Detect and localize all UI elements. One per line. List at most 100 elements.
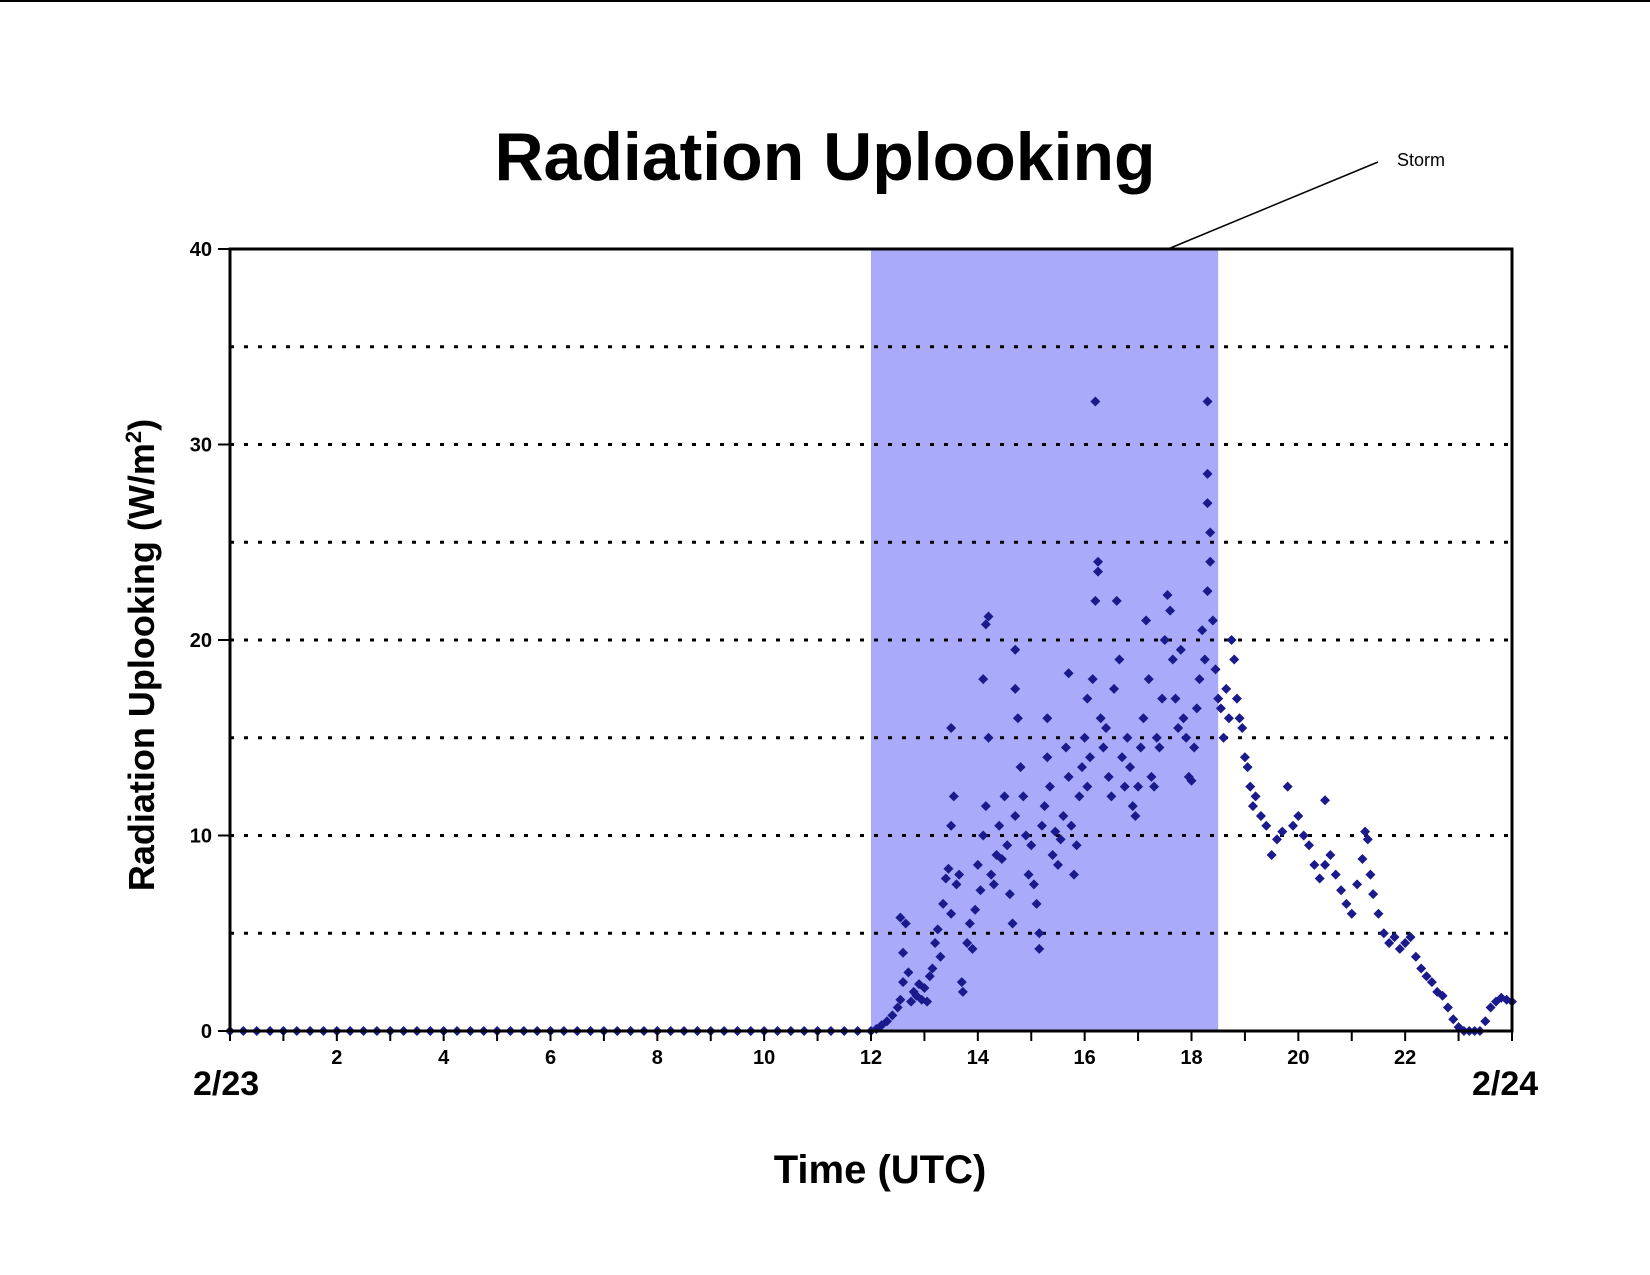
- data-point: [1165, 605, 1176, 616]
- data-point: [1309, 859, 1320, 870]
- data-point: [1437, 990, 1448, 1001]
- data-point: [1034, 943, 1045, 954]
- y-axis-label: Radiation Uplooking (W/m2): [121, 419, 163, 891]
- data-point: [940, 873, 951, 884]
- data-point: [1410, 951, 1421, 962]
- data-point: [1106, 791, 1117, 802]
- data-point: [898, 977, 909, 988]
- data-point: [1020, 830, 1031, 841]
- data-point: [1266, 850, 1277, 861]
- data-point: [946, 908, 957, 919]
- data-point: [1368, 889, 1379, 900]
- chart-title: Radiation Uplooking: [494, 119, 1156, 195]
- data-point: [895, 912, 906, 923]
- data-point: [887, 1010, 898, 1021]
- data-point: [1039, 801, 1050, 812]
- data-point: [932, 924, 943, 935]
- data-point: [1026, 840, 1037, 851]
- y-tick-label: 30: [190, 435, 212, 457]
- data-point: [975, 885, 986, 896]
- data-point: [1237, 722, 1248, 733]
- data-point: [1480, 1016, 1491, 1027]
- data-point: [1002, 840, 1013, 851]
- data-point: [957, 986, 968, 997]
- data-point: [1304, 840, 1315, 851]
- data-point: [1271, 834, 1282, 845]
- date-end-label: 2/24: [1472, 1065, 1539, 1103]
- data-point: [1074, 791, 1085, 802]
- data-point: [1298, 830, 1309, 841]
- data-point: [1149, 781, 1160, 792]
- data-point: [1421, 971, 1432, 982]
- data-point: [1384, 938, 1395, 949]
- data-point: [1416, 963, 1427, 974]
- data-point: [1485, 1002, 1496, 1013]
- data-point: [1130, 810, 1141, 821]
- data-point: [1173, 722, 1184, 733]
- data-point: [1119, 781, 1130, 792]
- data-point: [1346, 908, 1357, 919]
- data-point: [1087, 674, 1098, 685]
- data-point: [1178, 713, 1189, 724]
- x-tick-label: 14: [967, 1047, 990, 1069]
- data-point: [1159, 635, 1170, 645]
- x-tick-label: 4: [438, 1047, 450, 1069]
- data-point: [1076, 762, 1087, 773]
- data-point: [1218, 732, 1229, 743]
- data-point: [1448, 1014, 1459, 1025]
- data-point: [924, 971, 935, 982]
- data-point: [1090, 396, 1101, 407]
- data-point: [1320, 795, 1331, 806]
- y-tick-label: 40: [190, 239, 212, 261]
- gridlines: [230, 345, 1512, 935]
- data-point: [1034, 928, 1045, 939]
- data-point: [1202, 498, 1213, 509]
- data-point: [1378, 928, 1389, 939]
- data-point: [986, 869, 997, 880]
- data-point: [1330, 869, 1341, 880]
- data-point: [1095, 713, 1106, 724]
- data-point: [1141, 615, 1152, 626]
- storm-annotation: Storm: [1397, 150, 1446, 170]
- data-point: [1085, 752, 1096, 763]
- data-point: [1109, 683, 1120, 694]
- data-point: [903, 967, 914, 978]
- x-tick-label: 8: [652, 1047, 663, 1069]
- data-point: [1146, 771, 1157, 782]
- data-point: [1066, 820, 1077, 831]
- data-point: [1261, 820, 1272, 831]
- data-point: [1093, 556, 1104, 567]
- data-point: [1151, 732, 1162, 743]
- y-tick-label: 0: [201, 1021, 212, 1043]
- data-point: [1325, 850, 1336, 861]
- data-point: [1255, 810, 1266, 821]
- data-point: [1135, 742, 1146, 753]
- data-point: [1442, 1002, 1453, 1013]
- data-point: [1044, 781, 1055, 792]
- data-point: [1023, 869, 1034, 880]
- data-point: [1154, 742, 1165, 753]
- data-point: [946, 820, 957, 831]
- data-point: [980, 619, 991, 630]
- data-point: [1004, 889, 1015, 900]
- data-point: [1175, 644, 1186, 655]
- data-point: [1047, 850, 1058, 861]
- data-point: [1082, 781, 1093, 792]
- data-point: [954, 869, 965, 880]
- data-point: [1239, 752, 1250, 763]
- data-point: [1167, 654, 1178, 665]
- data-point: [1063, 668, 1074, 679]
- data-point: [1231, 693, 1242, 704]
- data-point: [1058, 810, 1069, 821]
- data-point: [962, 938, 973, 949]
- x-tick-label: 10: [753, 1047, 775, 1069]
- data-point: [1063, 771, 1074, 782]
- data-point: [1090, 595, 1101, 606]
- data-point: [972, 859, 983, 870]
- data-point: [1114, 654, 1125, 665]
- data-point: [1205, 527, 1216, 538]
- data-point: [1060, 742, 1071, 753]
- x-tick-label: 18: [1180, 1047, 1202, 1069]
- data-point: [1191, 703, 1202, 714]
- data-point: [1373, 908, 1384, 919]
